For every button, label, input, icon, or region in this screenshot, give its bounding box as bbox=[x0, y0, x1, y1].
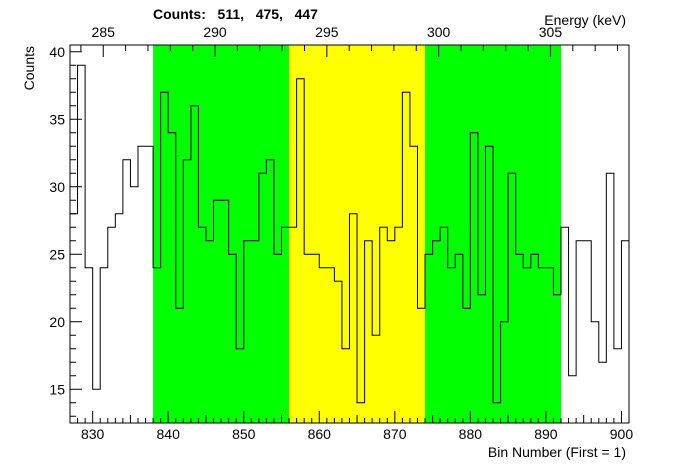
x-tick-label: 900 bbox=[610, 426, 634, 442]
top-tick-label: 300 bbox=[427, 24, 451, 40]
region-0 bbox=[153, 45, 290, 423]
top-tick-label: 290 bbox=[203, 24, 227, 40]
y-axis-label: Counts bbox=[21, 46, 37, 90]
y-tick-label: 35 bbox=[49, 111, 65, 127]
y-tick-label: 25 bbox=[49, 246, 65, 262]
x-tick-label: 870 bbox=[383, 426, 407, 442]
histogram-step-line bbox=[70, 64, 629, 404]
x-tick-label: 890 bbox=[534, 426, 558, 442]
top-tick-label: 285 bbox=[92, 24, 116, 40]
top-tick-label: 295 bbox=[315, 24, 339, 40]
x-axis-label: Bin Number (First = 1) bbox=[488, 444, 626, 460]
x-tick-label: 840 bbox=[157, 426, 181, 442]
y-tick-label: 30 bbox=[49, 179, 65, 195]
x-tick-label: 830 bbox=[81, 426, 105, 442]
chart-title: Counts: 511, 475, 447 bbox=[153, 6, 318, 22]
top-axis-label: Energy (keV) bbox=[544, 12, 626, 28]
top-tick-label: 305 bbox=[539, 24, 563, 40]
x-tick-label: 880 bbox=[459, 426, 483, 442]
y-tick-label: 40 bbox=[49, 44, 65, 60]
axes: 830 840 850 860 870 880 890 900 15 20 25 30 35 40 285 2… bbox=[49, 24, 633, 442]
x-tick-label: 860 bbox=[308, 426, 332, 442]
x-tick-label: 850 bbox=[232, 426, 256, 442]
y-tick-label: 15 bbox=[49, 381, 65, 397]
y-tick-label: 20 bbox=[49, 314, 65, 330]
